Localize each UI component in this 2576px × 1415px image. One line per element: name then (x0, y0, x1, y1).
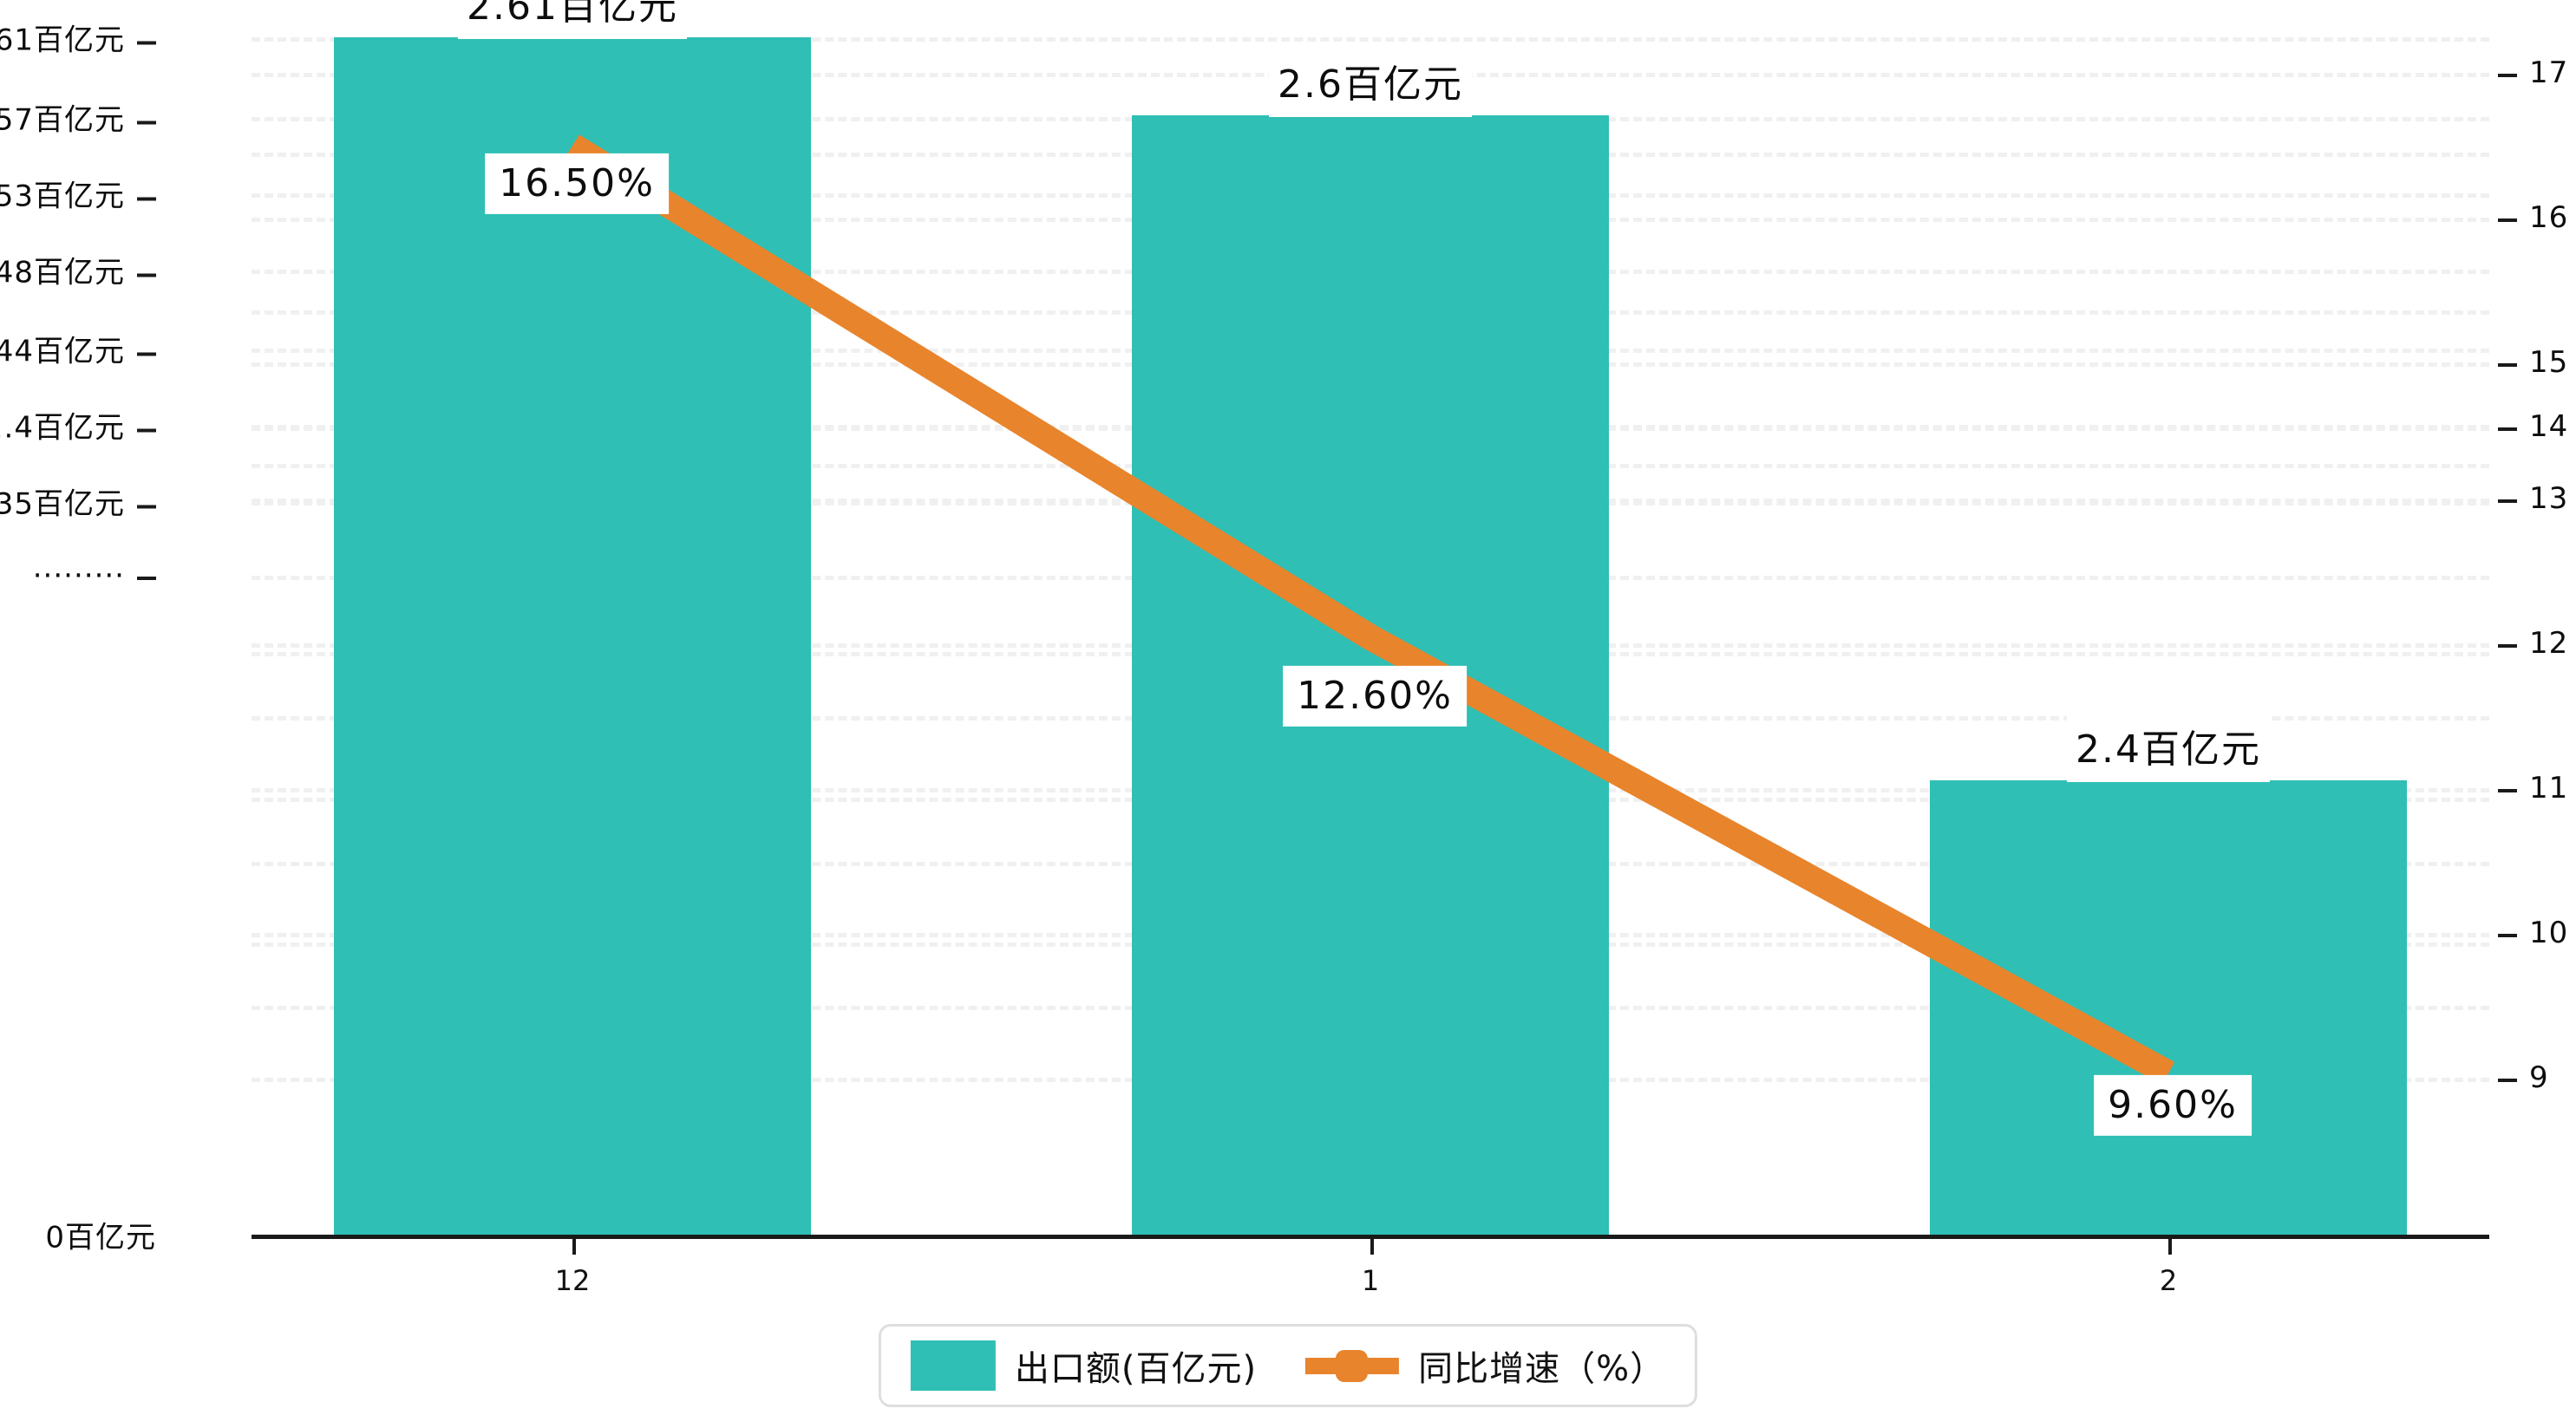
bar[interactable] (1930, 780, 2407, 1235)
bar-value-label: 2.4百亿元 (2067, 714, 2270, 782)
tick-dash-icon (2498, 644, 2517, 648)
y-axis-left-tick-label: 2.48百亿元 (0, 249, 156, 291)
y-axis-right-tick-label: 13 (2498, 481, 2568, 516)
tick-text: 17 (2529, 55, 2569, 90)
tick-text: 2.53百亿元 (0, 179, 125, 214)
x-axis-tick-label: 2 (2159, 1264, 2178, 1297)
tick-dash-icon (2498, 1079, 2517, 1082)
line-value-label: 12.60% (1283, 665, 1467, 727)
bar-value-label: 2.6百亿元 (1269, 49, 1472, 117)
tick-text: 16 (2529, 200, 2569, 235)
tick-text: 9 (2529, 1060, 2549, 1095)
tick-text: 2.44百亿元 (0, 334, 125, 369)
tick-text: 2.4百亿元 (0, 410, 125, 446)
tick-text: ········· (32, 558, 125, 593)
y-axis-right-tick-label: 12 (2498, 626, 2568, 661)
bar-value-label: 2.61百亿元 (458, 0, 687, 39)
chart-legend[interactable]: 出口额(百亿元) 同比增速（%） (878, 1324, 1698, 1407)
tick-dash-icon (137, 352, 156, 356)
tick-text: 13 (2529, 481, 2569, 516)
tick-text: 0百亿元 (45, 1220, 156, 1255)
x-axis-tick-label: 1 (1361, 1264, 1380, 1297)
tick-text: 11 (2529, 771, 2569, 805)
x-axis-tick-mark (572, 1239, 576, 1255)
tick-dash-icon (2498, 363, 2517, 367)
tick-dash-icon (137, 273, 156, 277)
y-axis-right-tick-label: 9 (2498, 1060, 2549, 1095)
line-swatch-icon (1305, 1340, 1400, 1391)
y-axis-right-tick-label: 17 (2498, 55, 2568, 90)
tick-dash-icon (137, 505, 156, 509)
tick-dash-icon (2498, 74, 2517, 77)
tick-dash-icon (137, 577, 156, 580)
tick-text: 2.35百亿元 (0, 486, 125, 522)
y-axis-left-tick-label: 2.61百亿元 (0, 16, 156, 59)
y-axis-left-tick-label: 0百亿元 (45, 1214, 156, 1256)
x-axis-tick-mark (2168, 1239, 2172, 1255)
tick-text: 14 (2529, 409, 2569, 444)
tick-text: 12 (2529, 626, 2569, 661)
y-axis-left-tick-label: 2.4百亿元 (0, 404, 156, 447)
line-value-label: 9.60% (2094, 1074, 2252, 1137)
y-axis-left-tick-label: 2.44百亿元 (0, 328, 156, 370)
y-axis-right-tick-label: 15 (2498, 345, 2568, 380)
legend-label-growth-rate: 同比增速（%） (1418, 1349, 1666, 1389)
tick-dash-icon (137, 121, 156, 125)
y-axis-right-tick-label: 11 (2498, 771, 2568, 805)
bar-swatch-icon (910, 1340, 996, 1391)
tick-dash-icon (137, 428, 156, 433)
tick-dash-icon (2498, 789, 2517, 792)
legend-item-export-amount[interactable]: 出口额(百亿元) (910, 1340, 1258, 1391)
x-axis-tick-label: 12 (554, 1264, 591, 1297)
tick-dash-icon (137, 41, 156, 45)
y-axis-left-tick-label: 2.57百亿元 (0, 96, 156, 139)
y-axis-right-tick-label: 16 (2498, 200, 2568, 235)
gridline (252, 37, 2489, 42)
legend-item-growth-rate[interactable]: 同比增速（%） (1305, 1340, 1665, 1391)
y-axis-right-tick-label: 14 (2498, 409, 2568, 444)
x-axis-tick-mark (1370, 1239, 1374, 1255)
legend-label-export-amount: 出口额(百亿元) (1014, 1349, 1258, 1389)
bar[interactable] (334, 37, 811, 1235)
tick-text: 2.57百亿元 (0, 102, 125, 138)
x-axis-line (252, 1235, 2489, 1239)
tick-dash-icon (137, 197, 156, 201)
tick-dash-icon (2498, 218, 2517, 222)
tick-dash-icon (2498, 934, 2517, 937)
line-value-label: 16.50% (485, 153, 669, 215)
y-axis-left-tick-label: ········· (33, 558, 156, 593)
tick-dash-icon (2498, 499, 2517, 503)
y-axis-right-tick-label: 10 (2498, 916, 2568, 950)
tick-text: 15 (2529, 345, 2569, 380)
tick-text: 10 (2529, 916, 2569, 950)
tick-text: 2.61百亿元 (0, 23, 125, 58)
tick-text: 2.48百亿元 (0, 255, 125, 290)
y-axis-left-tick-label: 2.53百亿元 (0, 173, 156, 215)
y-axis-left-tick-label: 2.35百亿元 (0, 480, 156, 523)
tick-dash-icon (2498, 427, 2517, 431)
